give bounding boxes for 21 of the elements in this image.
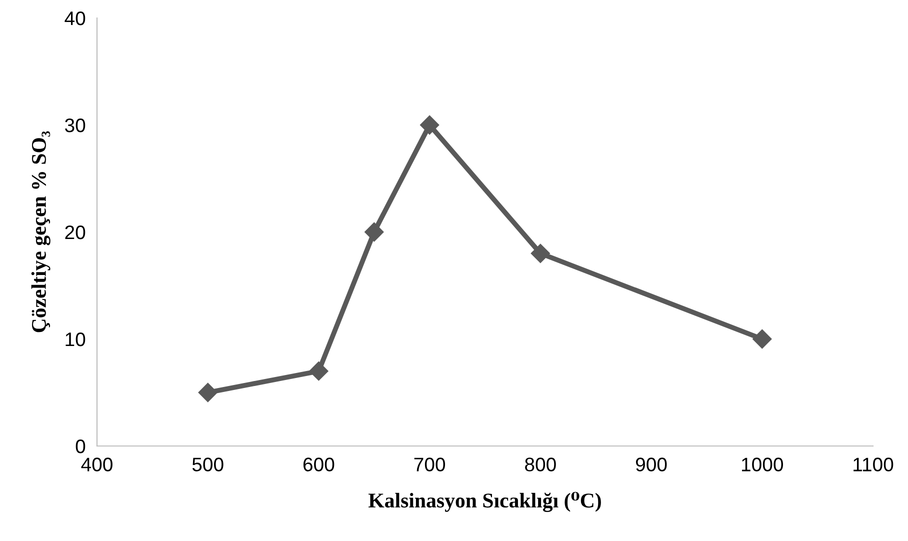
x-tick-label: 900 xyxy=(636,458,667,472)
y-tick-label: 40 xyxy=(64,11,86,26)
x-tick-label: 1100 xyxy=(854,458,894,472)
point xyxy=(752,329,772,349)
x-tick-label: 500 xyxy=(192,458,224,472)
x-tick-label: 400 xyxy=(81,458,112,472)
point xyxy=(530,244,550,263)
x-tick-label: 800 xyxy=(525,458,556,472)
point xyxy=(309,362,328,381)
y-tick-label: 10 xyxy=(66,332,86,346)
x-tick-label: 700 xyxy=(414,458,446,472)
y-tick-label: 0 xyxy=(76,439,86,454)
x-tick-label: 600 xyxy=(303,458,334,472)
y-axis-title: Çözeltiye geçen % SO₃ xyxy=(31,131,50,332)
x-axis-title: Kalsinasyon Sıcaklığı (⁰C) xyxy=(368,492,601,512)
point xyxy=(364,222,384,242)
x-tick-label: 1000 xyxy=(742,458,784,472)
y-tick-label: 20 xyxy=(65,225,86,240)
point xyxy=(198,382,218,402)
y-tick-label: 30 xyxy=(65,118,86,132)
point xyxy=(420,115,440,135)
